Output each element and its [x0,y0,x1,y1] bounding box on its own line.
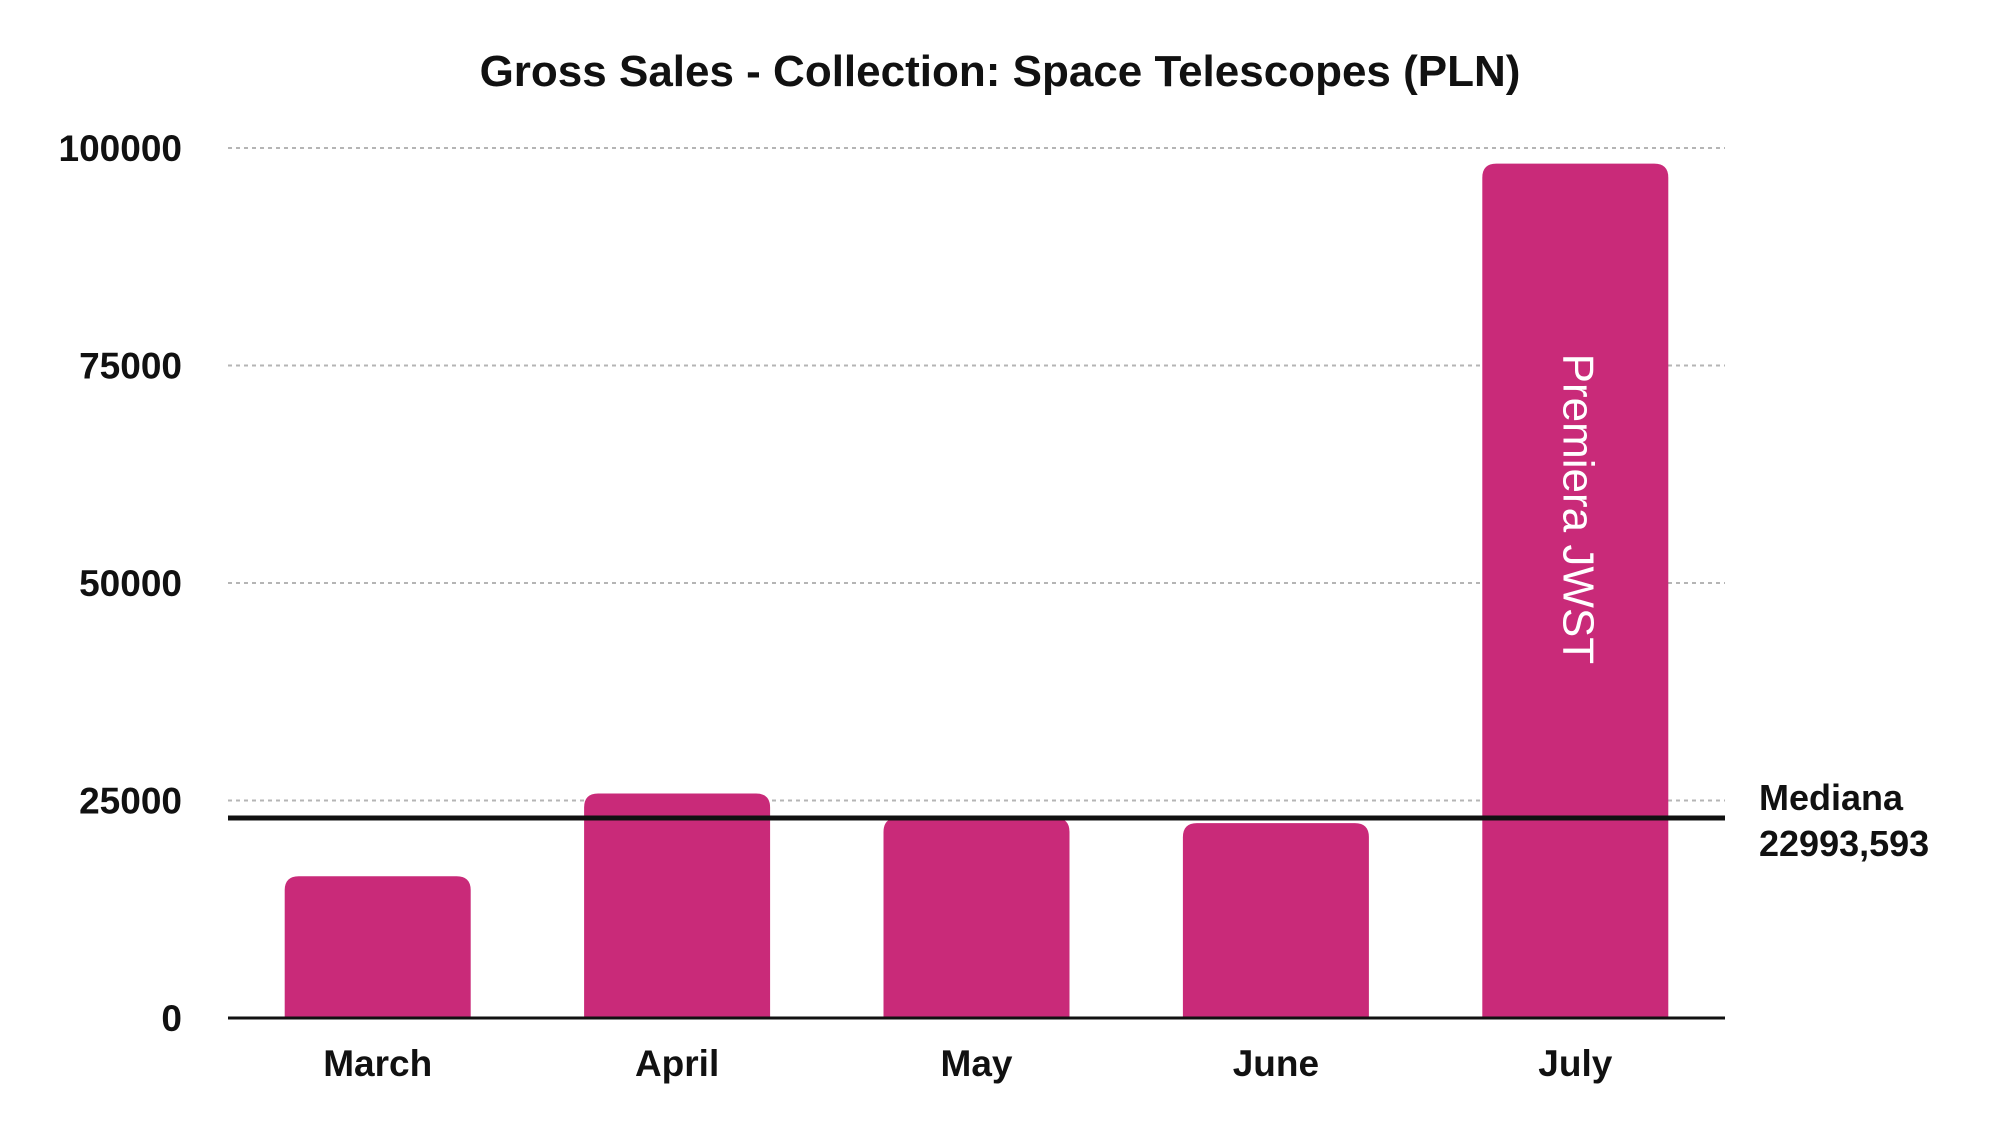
y-tick-label: 25000 [79,781,182,822]
y-tick-label: 75000 [79,346,182,387]
y-tick-label: 100000 [59,128,182,169]
axes [228,815,1725,1020]
bars [284,163,1669,1018]
y-tick-label: 50000 [79,563,182,604]
gridlines [228,147,1725,802]
x-tick-label: April [635,1043,719,1084]
bar-july [1482,163,1669,1018]
bar-annotation-label: Premiera JWST [1554,354,1603,664]
x-tick-label: June [1233,1043,1319,1084]
median-label-name: Mediana [1759,777,1904,818]
chart-title: Gross Sales - Collection: Space Telescop… [480,47,1521,96]
x-tick-label: March [323,1043,432,1084]
x-tick-label: July [1538,1043,1612,1084]
labels: 0 25000 50000 75000 100000 March April May June J… [59,128,1930,1084]
median-label-value: 22993,593 [1759,823,1929,864]
y-tick-label: 0 [161,998,182,1039]
x-tick-label: May [941,1043,1013,1084]
bar-april [584,793,771,1018]
bar-june [1182,823,1369,1018]
bar-may [883,817,1070,1018]
bar-march [284,876,471,1018]
